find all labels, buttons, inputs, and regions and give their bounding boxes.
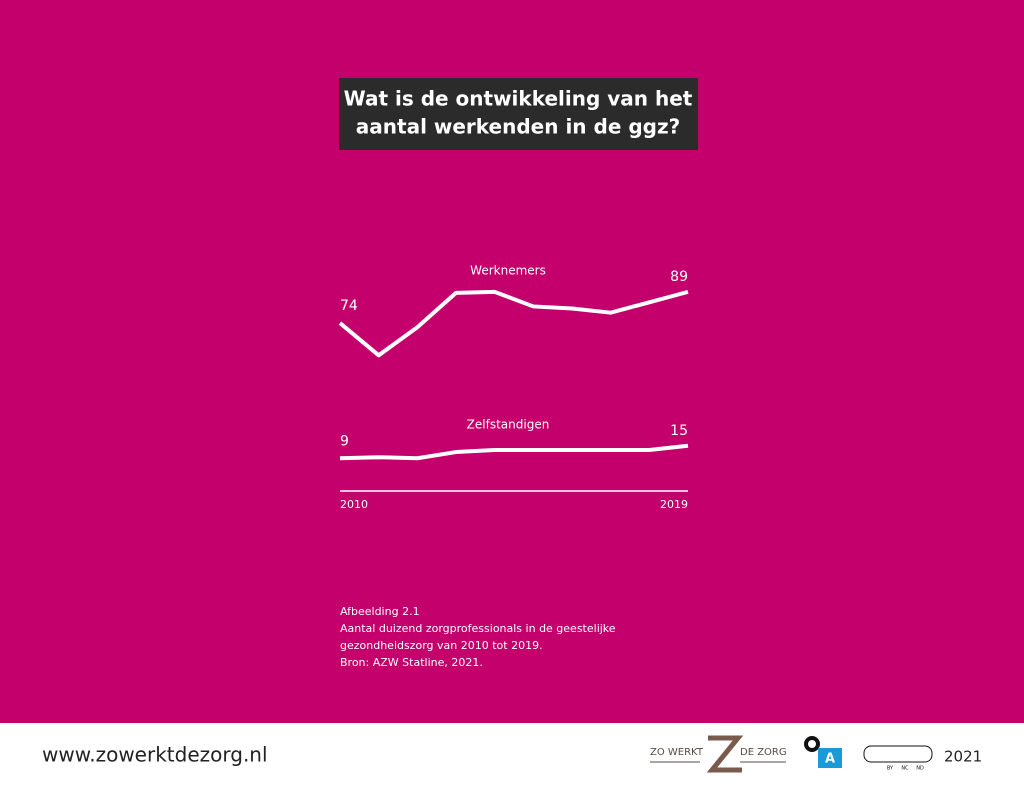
cc-label: BY [887,766,894,772]
series-line [339,443,689,461]
chart-title: Wat is de ontwikkeling van het [344,87,693,111]
series-name: Zelfstandigen [467,417,550,431]
data-label: 9 [340,433,349,449]
cc-label: ND [916,766,924,772]
logo-a: A [825,752,835,767]
footer-bg [0,723,1024,785]
caption: gezondheidszorg van 2010 tot 2019. [340,639,543,652]
cc-label: NC [901,766,909,772]
data-label: 15 [670,423,688,439]
x-tick-label: 2019 [660,498,688,511]
chart-title: aantal werkenden in de ggz? [356,115,680,139]
data-label: 89 [670,269,688,285]
logo-a-box [818,748,842,768]
logo: ZO WERKT DE ZORG [650,735,787,773]
series-line [338,289,689,358]
cc-badge [863,745,933,763]
series-name: Werknemers [470,263,546,277]
footer-url[interactable]: www.zowerktdezorg.nl [42,743,268,767]
caption: Bron: AZW Statline, 2021. [340,656,483,669]
logo-z [706,735,744,773]
title-box [339,78,698,150]
caption: Afbeelding 2.1 [340,605,420,618]
logo-text: DE ZORG [740,747,787,758]
footer-year: 2021 [944,748,982,766]
caption: Aantal duizend zorgprofessionals in de g… [340,622,616,635]
data-label: 74 [340,298,358,314]
x-tick-label: 2010 [340,498,368,511]
logo-circle [804,736,820,752]
logo-text: ZO WERKT [650,747,704,758]
